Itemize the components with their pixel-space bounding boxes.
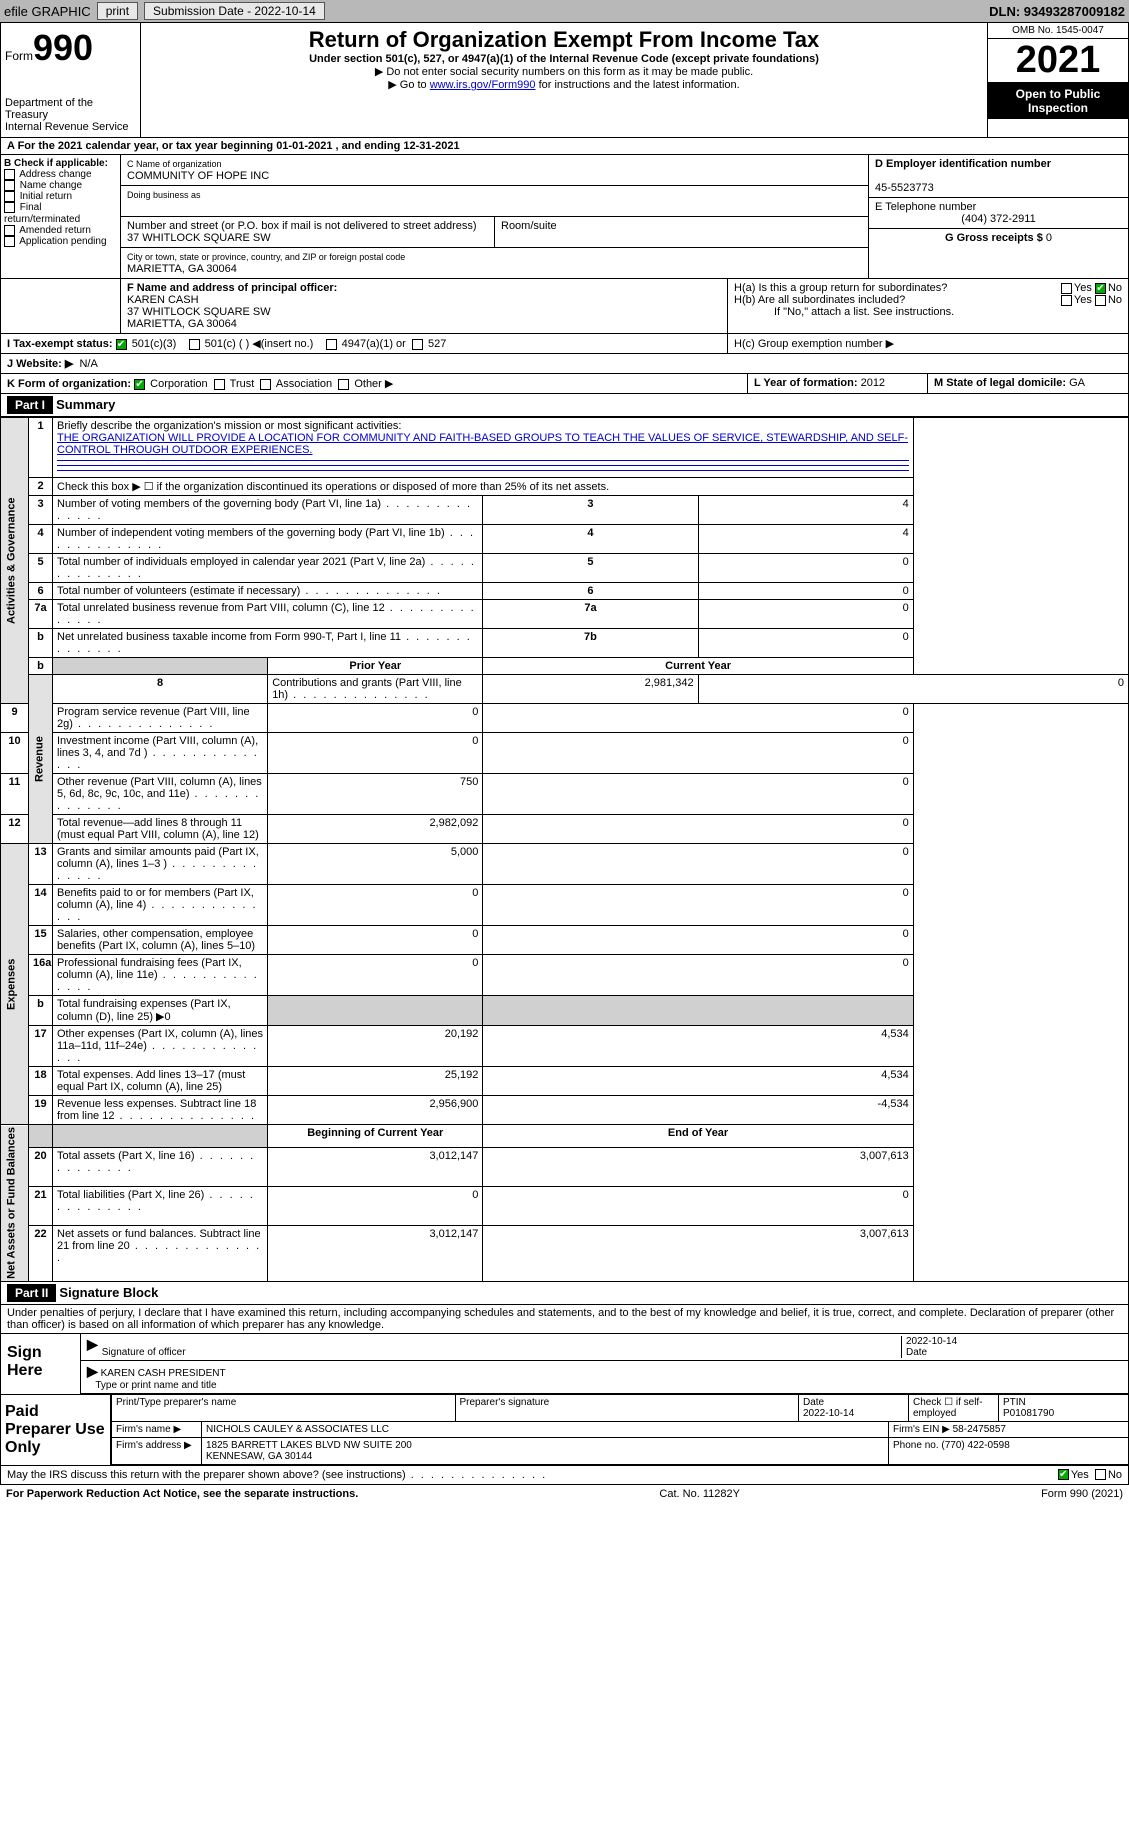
side-activities: Activities & Governance <box>1 418 29 704</box>
col-b: B Check if applicable: Address change Na… <box>1 155 121 278</box>
row-a: A For the 2021 calendar year, or tax yea… <box>1 138 1128 155</box>
website: J Website: ▶ N/A <box>1 354 104 373</box>
side-expenses: Expenses <box>1 844 29 1125</box>
discuss-row: May the IRS discuss this return with the… <box>0 1466 1129 1485</box>
org-name: COMMUNITY OF HOPE INC <box>127 170 269 182</box>
section-a: A For the 2021 calendar year, or tax yea… <box>0 138 1129 394</box>
form-subtitle: Under section 501(c), 527, or 4947(a)(1)… <box>145 53 983 65</box>
summary-table: Activities & Governance 1 Briefly descri… <box>0 417 1129 1282</box>
firm-name: NICHOLS CAULEY & ASSOCIATES LLC <box>201 1422 888 1438</box>
group-exemption: H(c) Group exemption number ▶ <box>728 334 1128 353</box>
dln-label: DLN: 93493287009182 <box>989 4 1125 19</box>
page-footer: For Paperwork Reduction Act Notice, see … <box>0 1485 1129 1503</box>
firm-address: 1825 BARRETT LAKES BLVD NW SUITE 200 KEN… <box>201 1438 888 1465</box>
gross-receipts: 0 <box>1046 232 1052 244</box>
form-number: Form990 <box>5 27 136 69</box>
omb-number: OMB No. 1545-0047 <box>988 23 1128 39</box>
ein: 45-5523773 <box>875 182 934 194</box>
open-public: Open to Public Inspection <box>988 83 1128 119</box>
sign-here-label: Sign Here <box>1 1334 81 1394</box>
firm-phone: (770) 422-0598 <box>941 1440 1009 1451</box>
form-note1: ▶ Do not enter social security numbers o… <box>145 65 983 78</box>
part1-header: Part I Summary <box>0 394 1129 417</box>
signature-block: Sign Here ▶ Signature of officer 2022-10… <box>0 1334 1129 1395</box>
part2-header: Part II Signature Block <box>0 1282 1129 1305</box>
top-bar: efile GRAPHIC print Submission Date - 20… <box>0 0 1129 22</box>
irs-link[interactable]: www.irs.gov/Form990 <box>430 79 536 91</box>
state-domicile: M State of legal domicile: GA <box>928 374 1128 393</box>
col-d: D Employer identification number45-55237… <box>868 155 1128 278</box>
org-address: 37 WHITLOCK SQUARE SW <box>127 232 271 244</box>
firm-ein: 58-2475857 <box>953 1424 1006 1435</box>
year-formation: L Year of formation: 2012 <box>748 374 928 393</box>
print-button[interactable]: print <box>97 2 138 20</box>
form-title: Return of Organization Exempt From Incom… <box>145 27 983 53</box>
section-h: H(a) Is this a group return for subordin… <box>728 279 1128 333</box>
principal-officer: F Name and address of principal officer:… <box>121 279 728 333</box>
submission-date: Submission Date - 2022-10-14 <box>144 2 325 20</box>
phone: (404) 372-2911 <box>875 213 1122 225</box>
mission-text: THE ORGANIZATION WILL PROVIDE A LOCATION… <box>57 432 908 456</box>
tax-year: 2021 <box>988 39 1128 83</box>
officer-name: KAREN CASH PRESIDENT <box>101 1368 226 1379</box>
penalties-text: Under penalties of perjury, I declare th… <box>0 1305 1129 1334</box>
paid-preparer-label: Paid Preparer Use Only <box>1 1395 111 1465</box>
col-c: C Name of organizationCOMMUNITY OF HOPE … <box>121 155 868 278</box>
tax-exempt-status: I Tax-exempt status: ✔ 501(c)(3) 501(c) … <box>1 334 728 353</box>
paid-preparer-block: Paid Preparer Use Only Print/Type prepar… <box>0 1395 1129 1466</box>
form-of-org: K Form of organization: ✔ Corporation Tr… <box>1 374 748 393</box>
form-note2: ▶ Go to www.irs.gov/Form990 for instruct… <box>145 78 983 91</box>
side-revenue: Revenue <box>29 675 53 844</box>
form-header: Form990 Department of the Treasury Inter… <box>0 22 1129 138</box>
efile-label: efile GRAPHIC <box>4 4 91 19</box>
org-city: MARIETTA, GA 30064 <box>127 263 237 275</box>
ptin: P01081790 <box>1003 1408 1054 1419</box>
dept-label: Department of the Treasury Internal Reve… <box>5 97 136 133</box>
side-netassets: Net Assets or Fund Balances <box>1 1125 29 1282</box>
